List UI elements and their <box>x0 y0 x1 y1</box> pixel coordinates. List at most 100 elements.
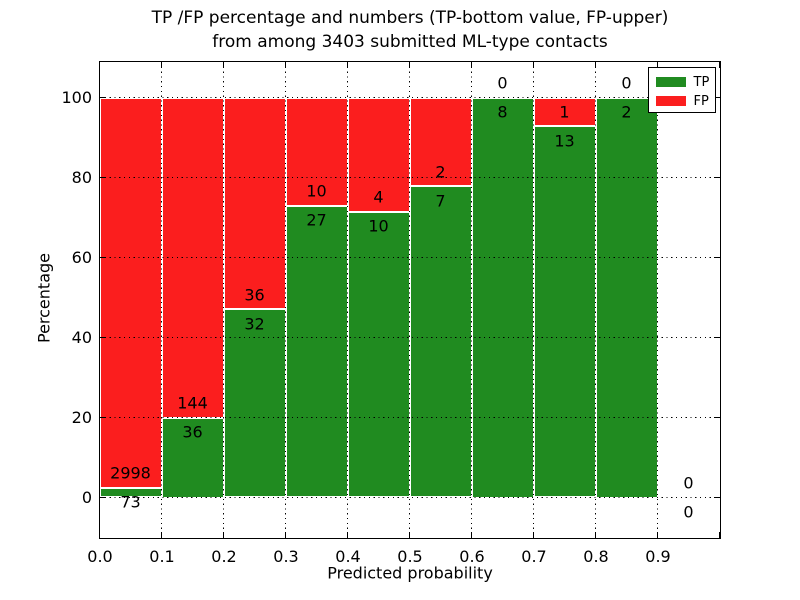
y-tick-label: 20 <box>71 408 92 427</box>
y-axis-tick <box>99 336 106 339</box>
tp-bar-segment <box>471 97 534 498</box>
x-axis-tick <box>718 531 721 538</box>
x-axis-tick <box>532 531 535 538</box>
x-axis-tick <box>222 531 225 538</box>
x-axis-tick <box>718 61 721 68</box>
fp-count-label: 2 <box>435 162 446 182</box>
tp-count-label: 36 <box>182 422 203 442</box>
fp-count-label: 0 <box>621 73 632 93</box>
tp-bar-segment <box>347 211 410 498</box>
x-axis-tick <box>160 531 163 538</box>
tp-count-label: 8 <box>497 102 508 122</box>
fp-count-label: 36 <box>244 285 265 305</box>
x-axis-label: Predicted probability <box>327 563 493 583</box>
y-axis-tick <box>99 96 106 99</box>
x-axis-tick <box>346 61 349 68</box>
fp-count-label: 0 <box>497 73 508 93</box>
x-axis-tick <box>98 531 101 538</box>
plot-area: TP FP 2998 73 144 36 36 32 10 27 4 10 2 7 0 8 1 13 0 2 0 0 <box>98 60 721 539</box>
x-gridline <box>284 61 287 538</box>
fp-count-label: 144 <box>177 393 208 413</box>
x-axis-tick <box>346 531 349 538</box>
x-axis-tick <box>284 531 287 538</box>
tp-bar-segment <box>595 97 658 498</box>
tp-count-label: 10 <box>368 216 389 236</box>
x-tick-label: 0.8 <box>583 547 609 566</box>
y-axis-tick <box>99 496 106 499</box>
tp-bar-segment <box>409 186 472 498</box>
y-axis-tick <box>99 176 106 179</box>
fp-count-label: 1 <box>559 102 570 122</box>
x-gridline <box>222 61 225 538</box>
x-tick-label: 0.6 <box>459 547 485 566</box>
fp-count-label: 4 <box>373 187 384 207</box>
tp-count-label: 0 <box>683 502 694 522</box>
tp-bar-segment <box>285 205 348 498</box>
y-axis-tick <box>713 176 720 179</box>
x-gridline <box>160 61 163 538</box>
x-gridline <box>346 61 349 538</box>
tp-bar-segment <box>533 126 596 498</box>
fp-bar-segment <box>409 97 472 187</box>
y-axis-tick <box>713 96 720 99</box>
tp-count-label: 2 <box>621 102 632 122</box>
fp-bar-segment <box>99 97 162 488</box>
x-gridline <box>656 61 659 538</box>
y-tick-label: 80 <box>71 168 92 187</box>
tp-count-label: 32 <box>244 314 265 334</box>
x-axis-tick <box>160 61 163 68</box>
x-axis-tick <box>594 61 597 68</box>
chart-title-line1: TP /FP percentage and numbers (TP-bottom… <box>151 8 669 28</box>
y-tick-label: 0 <box>81 488 92 507</box>
legend: TP FP <box>647 66 716 113</box>
fp-count-label: 10 <box>306 181 327 201</box>
x-gridline <box>408 61 411 538</box>
fp-bar-segment <box>223 97 286 310</box>
y-axis-tick <box>713 496 720 499</box>
tp-count-label: 13 <box>554 131 575 151</box>
x-axis-tick <box>284 61 287 68</box>
y-axis-tick <box>99 256 106 259</box>
y-axis-tick <box>713 416 720 419</box>
x-tick-label: 0.5 <box>397 547 423 566</box>
x-tick-label: 0.3 <box>273 547 299 566</box>
tp-count-label: 27 <box>306 210 327 230</box>
y-axis-tick <box>713 336 720 339</box>
x-tick-label: 0.2 <box>211 547 237 566</box>
tp-count-label: 7 <box>435 191 446 211</box>
y-tick-label: 60 <box>71 248 92 267</box>
x-axis-tick <box>408 531 411 538</box>
x-tick-label: 0.0 <box>87 547 113 566</box>
fp-count-label: 0 <box>683 473 694 493</box>
y-axis-tick <box>99 416 106 419</box>
x-tick-label: 0.1 <box>149 547 175 566</box>
x-axis-tick <box>222 61 225 68</box>
legend-row-tp: TP <box>655 73 715 92</box>
x-axis-tick <box>656 61 659 68</box>
chart-title: TP /FP percentage and numbers (TP-bottom… <box>10 6 800 54</box>
tp-legend-swatch-icon <box>655 77 686 87</box>
x-axis-tick <box>470 61 473 68</box>
tp-count-label: 73 <box>120 492 141 512</box>
fp-legend-swatch-icon <box>655 96 686 106</box>
fp-count-label: 2998 <box>110 463 151 483</box>
x-gridline <box>594 61 597 538</box>
x-axis-tick <box>656 531 659 538</box>
x-tick-label: 0.4 <box>335 547 361 566</box>
x-axis-tick <box>470 531 473 538</box>
x-gridline <box>470 61 473 538</box>
x-axis-tick <box>408 61 411 68</box>
x-axis-tick <box>594 531 597 538</box>
x-tick-label: 0.7 <box>521 547 547 566</box>
legend-row-fp: FP <box>655 92 715 111</box>
x-gridline <box>532 61 535 538</box>
y-tick-label: 100 <box>61 88 92 107</box>
x-tick-label: 0.9 <box>645 547 671 566</box>
y-axis-tick <box>713 256 720 259</box>
fp-legend-label: FP <box>693 93 709 109</box>
chart-title-line2: from among 3403 submitted ML-type contac… <box>212 32 608 52</box>
y-tick-label: 40 <box>71 328 92 347</box>
x-axis-tick <box>98 61 101 68</box>
tp-legend-label: TP <box>693 74 710 90</box>
